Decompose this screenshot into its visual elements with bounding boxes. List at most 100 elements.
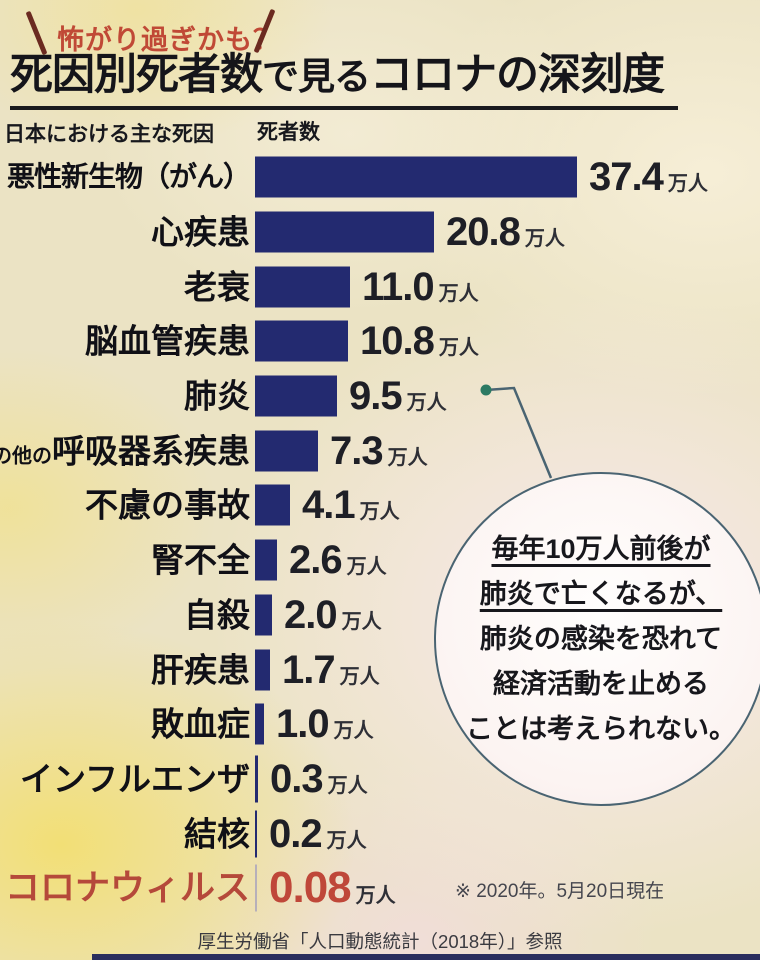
row-label: 心疾患 [151, 216, 250, 249]
row-label-prefix: の他の [0, 445, 52, 468]
annotation-line: 毎年10万人前後が [491, 533, 711, 564]
row-label-main: 敗血症 [151, 705, 250, 743]
row-value: 37.4 万人 [589, 157, 708, 197]
row-value-number: 2.0 [284, 592, 338, 637]
annotation-lines: 毎年10万人前後が 肺炎で亡くなるが、 肺炎の感染を恐れて 経済活動を止める ことは考え… [466, 527, 736, 752]
row-value-unit: 万人 [339, 665, 380, 688]
chart-row: 心疾患 20.8 万人 [0, 205, 760, 260]
row-label: 不慮の事故 [85, 489, 250, 522]
row-value: 0.3 万人 [270, 759, 368, 799]
row-value: 20.8 万人 [446, 212, 565, 252]
row-bar [255, 430, 318, 472]
row-bar [255, 594, 272, 636]
chart-row: 不慮の事故 4.1 万人 [0, 478, 760, 533]
row-label-main: 肝疾患 [151, 651, 250, 689]
row-bar [255, 156, 577, 198]
row-value: 0.08 万人 [269, 866, 396, 910]
page-title: 死因別死者数で見るコロナの深刻度 [10, 51, 678, 111]
row-value-number: 2.6 [289, 538, 343, 583]
chart-row: 結核 0.2 万人 [0, 806, 760, 861]
row-value-unit: 万人 [327, 774, 368, 797]
row-value-unit: 万人 [346, 556, 387, 579]
row-value: 10.8 万人 [360, 321, 479, 361]
row-label: の他の呼吸器系疾患 [0, 434, 250, 467]
row-label: インフルエンザ [20, 762, 250, 795]
row-bar [255, 703, 264, 745]
row-label: 肺炎 [184, 380, 250, 413]
row-value: 1.7 万人 [282, 650, 380, 690]
row-label: 老衰 [184, 270, 250, 303]
row-value-number: 1.0 [276, 702, 330, 747]
row-value: 4.1 万人 [302, 485, 400, 525]
row-bar [255, 864, 257, 912]
annotation-circle: 毎年10万人前後が 肺炎で亡くなるが、 肺炎の感染を恐れて 経済活動を止める ことは考え… [434, 472, 760, 806]
chart-row: インフルエンザ 0.3 万人 [0, 752, 760, 807]
chart-row: 悪性新生物（がん） 37.4 万人 [0, 150, 760, 205]
row-value-unit: 万人 [387, 446, 428, 469]
row-value: 1.0 万人 [276, 704, 374, 744]
annotation-line: ことは考えられない。 [466, 713, 736, 744]
row-label-main: 結核 [184, 815, 250, 853]
row-bar [255, 375, 337, 417]
chart-row: 肺炎 9.5 万人 [0, 369, 760, 424]
row-bar [255, 320, 348, 362]
chart-row: 自殺 2.0 万人 [0, 588, 760, 643]
column-header-causes: 日本における主な死因 [4, 123, 214, 146]
row-value: 11.0 万人 [362, 267, 479, 307]
kicker-slash-left [25, 10, 48, 56]
row-bar [255, 755, 258, 803]
row-value-number: 11.0 [362, 264, 435, 309]
row-value-number: 20.8 [446, 210, 521, 255]
title-strong-2: コロナの深刻度 [370, 51, 665, 99]
row-label-main: 腎不全 [151, 541, 250, 579]
chart-row: 腎不全 2.6 万人 [0, 533, 760, 588]
column-header-deaths: 死者数 [257, 121, 320, 144]
row-value-number: 7.3 [330, 428, 384, 473]
chart-row: 敗血症 1.0 万人 [0, 697, 760, 752]
row-label-main: 不慮の事故 [85, 486, 250, 524]
row-value-unit: 万人 [355, 885, 396, 908]
source-footnote: 厚生労働省「人口動態統計（2018年）」参照 [197, 931, 563, 952]
row-value-unit: 万人 [438, 337, 479, 360]
row-value: 7.3 万人 [330, 431, 428, 471]
row-value-unit: 万人 [667, 173, 708, 196]
row-label: 脳血管疾患 [85, 325, 250, 358]
row-value-unit: 万人 [359, 501, 400, 524]
row-label: コロナウィルス [5, 871, 250, 906]
row-label: 腎不全 [151, 544, 250, 577]
row-value-unit: 万人 [406, 392, 447, 415]
row-label: 肝疾患 [151, 653, 250, 686]
row-value: 2.0 万人 [284, 595, 382, 635]
row-label-main: 老衰 [184, 268, 250, 306]
row-label: 結核 [184, 817, 250, 850]
row-label-main: インフルエンザ [19, 760, 250, 798]
annotation-line: 肺炎で亡くなるが、 [479, 578, 723, 609]
annotation-line: 経済活動を止める [493, 668, 709, 699]
chart-row: コロナウィルス 0.08 万人 [0, 861, 760, 916]
chart-row: 脳血管疾患 10.8 万人 [0, 314, 760, 369]
row-value-number: 0.2 [269, 811, 323, 856]
annotation-line: 肺炎の感染を恐れて [479, 623, 723, 654]
row-label-main: 心疾患 [151, 213, 250, 251]
row-value-number: 10.8 [360, 319, 435, 364]
row-value-number: 1.7 [282, 647, 336, 692]
row-value-unit: 万人 [438, 282, 479, 305]
row-value-unit: 万人 [524, 228, 565, 251]
chart-row: 老衰 11.0 万人 [0, 259, 760, 314]
row-label-main: 脳血管疾患 [85, 322, 250, 360]
row-value-number: 9.5 [349, 374, 403, 419]
row-value-number: 0.3 [270, 756, 324, 801]
row-label-main: 自殺 [184, 596, 250, 634]
row-value: 0.2 万人 [269, 814, 367, 854]
row-bar [255, 810, 257, 858]
row-value-unit: 万人 [341, 610, 382, 633]
row-label: 悪性新生物（がん） [7, 163, 251, 191]
row-bar [255, 539, 277, 581]
row-value: 2.6 万人 [289, 540, 387, 580]
row-label-main: コロナウィルス [4, 868, 250, 908]
chart-rows: 悪性新生物（がん） 37.4 万人 心疾患 20.8 万人 老衰 11.0 万人 脳血… [0, 150, 760, 916]
row-label: 自殺 [184, 598, 250, 631]
row-value-number: 0.08 [269, 863, 352, 913]
row-value-unit: 万人 [333, 720, 374, 743]
